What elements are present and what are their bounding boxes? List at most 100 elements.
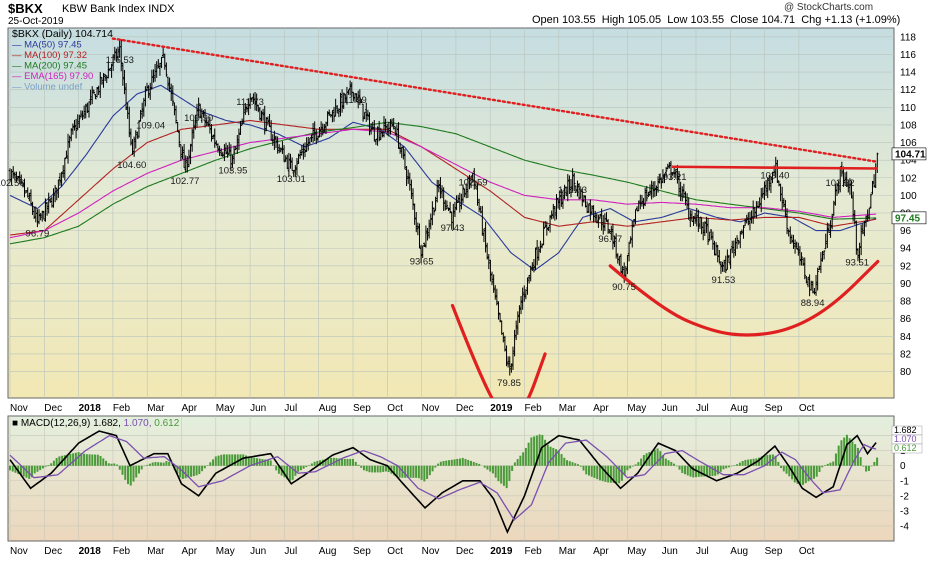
macd-histogram-bar <box>478 463 481 466</box>
macd-histogram-bar <box>483 465 486 468</box>
macd-histogram-bar <box>426 465 429 480</box>
macd-histogram-bar <box>870 465 873 467</box>
macd-histogram-bar <box>190 465 193 477</box>
macd-histogram-bar <box>612 465 615 483</box>
macd-histogram-bar <box>834 453 837 466</box>
macd-histogram-bar <box>785 465 788 474</box>
macd-histogram-bar <box>865 465 868 472</box>
x-month-label-macd: Jun <box>250 546 266 557</box>
x-month-label-macd: Apr <box>593 546 609 557</box>
macd-histogram-bar <box>192 465 195 477</box>
legend-entry: — MA(50) 97.45 <box>12 40 82 51</box>
x-month-label: Jul <box>696 403 709 414</box>
macd-histogram-bar <box>804 465 807 484</box>
indicator-line-ema165 <box>9 128 877 239</box>
macd-histogram-bar <box>821 465 824 468</box>
macd-histogram-bar <box>159 462 162 466</box>
macd-histogram-bar <box>722 465 725 470</box>
macd-histogram-bar <box>555 449 558 466</box>
macd-histogram-bar <box>428 465 431 476</box>
legend-entry: — Volume undef <box>12 82 83 93</box>
macd-histogram-bar <box>546 444 549 466</box>
macd-histogram-bar <box>439 461 442 466</box>
x-month-label-macd: Dec <box>44 546 62 557</box>
macd-histogram-bar <box>620 465 623 481</box>
bowl-curve <box>608 259 880 337</box>
macd-histogram-bar <box>837 445 840 466</box>
macd-histogram-bar <box>574 463 577 466</box>
macd-histogram-bar <box>77 452 80 466</box>
x-month-label: May <box>216 403 235 414</box>
macd-value-label: 1.682 <box>894 425 917 435</box>
dotted-trendline <box>111 37 879 164</box>
macd-histogram-bar <box>360 465 363 468</box>
pivot-annotation: 101.73 <box>558 185 587 196</box>
macd-histogram-bar <box>299 465 302 471</box>
macd-histogram-bar <box>99 455 102 466</box>
macd-histogram-bar <box>126 465 129 485</box>
price-tick-label: 110 <box>900 103 916 114</box>
macd-histogram-bar <box>415 465 418 478</box>
macd-histogram-bar <box>703 465 706 477</box>
macd-histogram-bar <box>244 455 247 466</box>
macd-histogram-bar <box>135 465 138 478</box>
macd-histogram-bar <box>508 465 511 482</box>
macd-histogram-bar <box>810 465 813 480</box>
macd-histogram-bar <box>760 456 763 466</box>
x-month-label-macd: Dec <box>456 546 474 557</box>
indicator-line-ma100 <box>9 119 877 236</box>
macd-histogram-bar <box>437 463 440 466</box>
macd-histogram-bar <box>629 465 632 469</box>
macd-histogram-bar <box>80 452 83 466</box>
macd-histogram-bar <box>310 463 313 466</box>
macd-histogram-bar <box>107 463 110 466</box>
macd-histogram-bar <box>187 465 190 478</box>
x-month-label: Nov <box>10 403 28 414</box>
macd-histogram-bar <box>288 465 291 481</box>
macd-histogram-bar <box>522 452 525 466</box>
pivot-annotation: 102.59 <box>459 178 488 189</box>
macd-histogram-bar <box>533 436 536 466</box>
macd-histogram-bar <box>637 462 640 466</box>
macd-histogram-bar <box>291 465 294 480</box>
macd-histogram-bar <box>349 458 352 466</box>
macd-histogram-bar <box>598 465 601 481</box>
macd-histogram-bar <box>812 465 815 479</box>
macd-histogram-bar <box>848 438 851 466</box>
pivot-annotation: 93.65 <box>410 256 434 267</box>
macd-histogram-bar <box>308 465 311 466</box>
macd-histogram-bar <box>678 465 681 470</box>
macd-histogram-bar <box>763 455 766 466</box>
macd-histogram-bar <box>47 464 50 466</box>
macd-histogram-bar <box>434 465 437 468</box>
x-month-label: Dec <box>44 403 62 414</box>
macd-histogram-bar <box>148 463 151 466</box>
macd-histogram-bar <box>876 457 879 466</box>
macd-histogram-bar <box>686 465 689 476</box>
macd-histogram-bar <box>777 461 780 466</box>
macd-histogram-bar <box>807 465 810 482</box>
pivot-annotation: 111.73 <box>236 97 264 108</box>
macd-histogram-bar <box>151 462 154 466</box>
macd-histogram-bar <box>582 465 585 471</box>
x-month-label-macd: Jul <box>284 546 297 557</box>
macd-histogram-bar <box>286 465 289 480</box>
macd-histogram-bar <box>670 461 673 466</box>
macd-histogram-bar <box>579 465 582 467</box>
change-value: +1.13 (+1.09%) <box>824 14 901 26</box>
price-tick-label: 102 <box>900 173 917 184</box>
macd-histogram-bar <box>744 459 747 466</box>
macd-histogram-bar <box>867 465 870 471</box>
macd-histogram-bar <box>39 465 42 471</box>
pivot-annotation: 102.77 <box>170 176 199 187</box>
pivot-annotation: 103.21 <box>657 172 686 183</box>
legend-entry: — EMA(165) 97.90 <box>12 71 93 82</box>
macd-histogram-bar <box>387 465 390 473</box>
macd-histogram-bar <box>505 465 508 489</box>
macd-histogram-bar <box>799 465 802 485</box>
macd-histogram-bar <box>823 465 826 466</box>
x-month-label: 2018 <box>79 403 102 414</box>
macd-histogram-bar <box>851 441 854 466</box>
x-month-label-macd: Mar <box>147 546 165 557</box>
macd-histogram-bar <box>464 458 467 466</box>
